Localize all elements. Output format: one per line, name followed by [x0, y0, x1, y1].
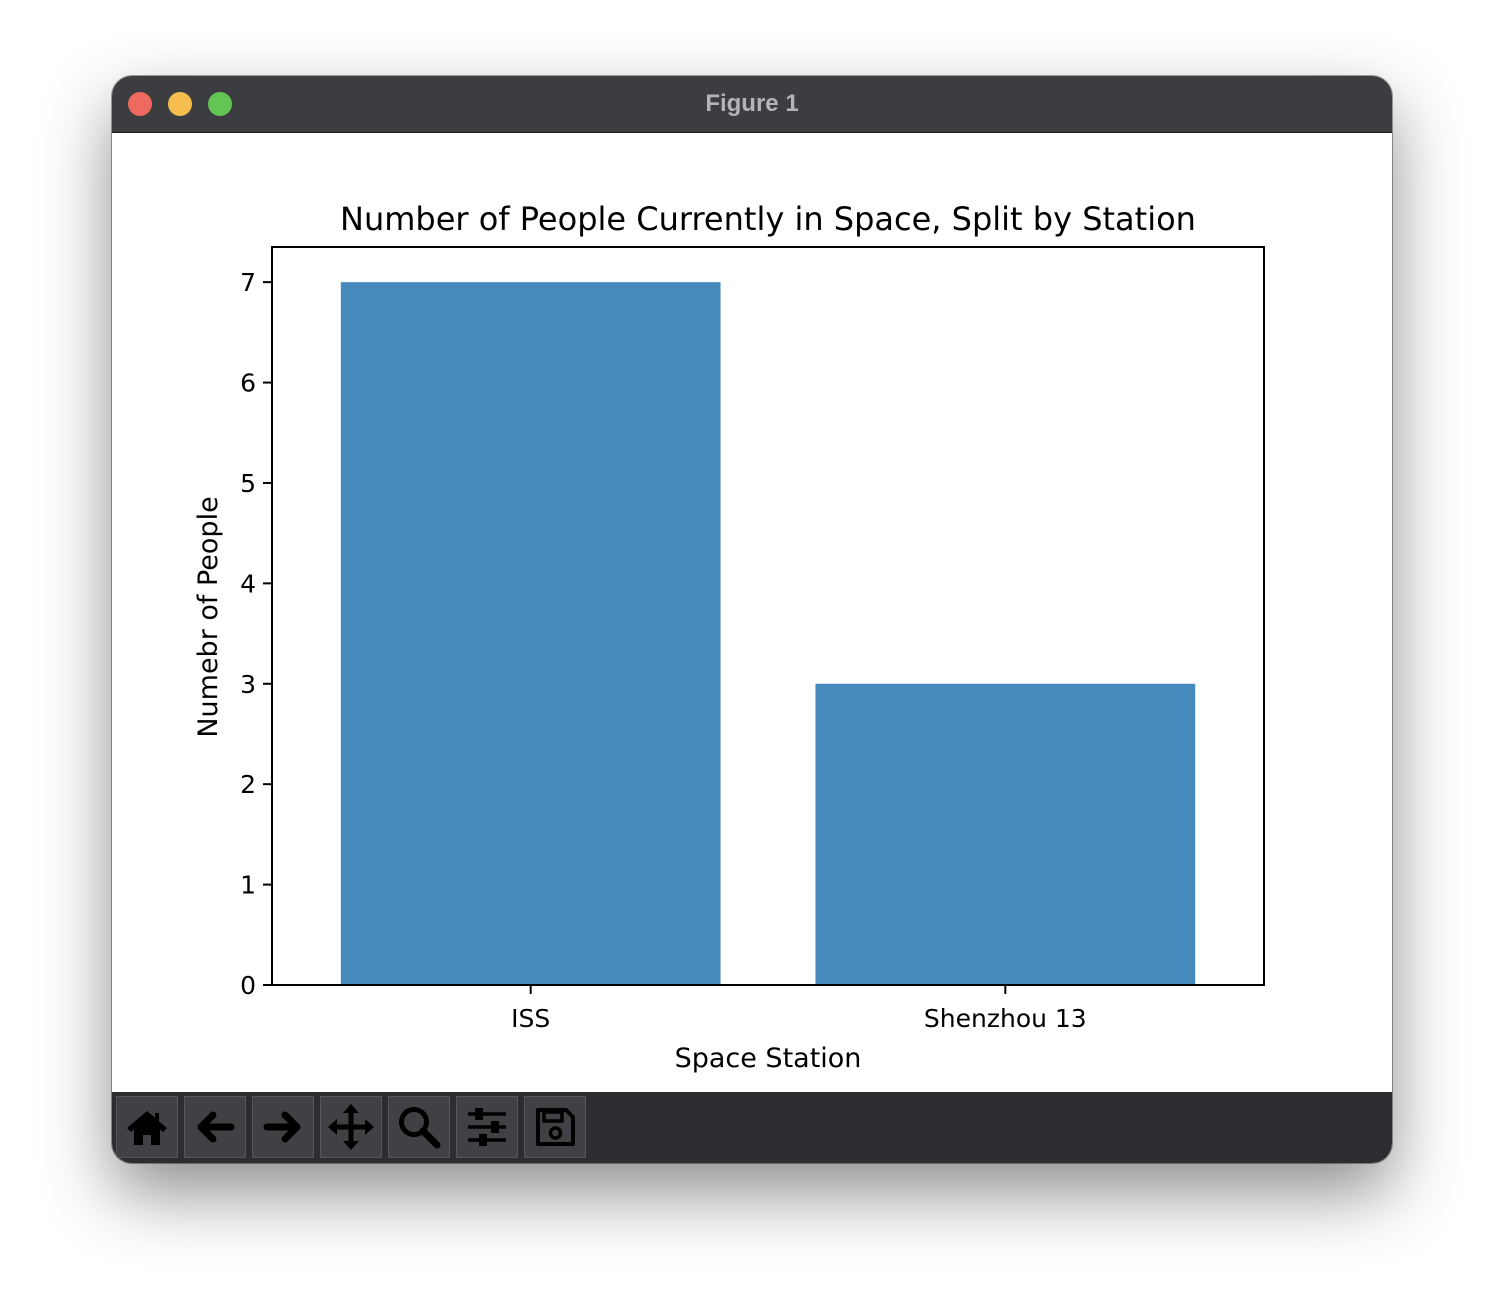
chart-title: Number of People Currently in Space, Spl…	[340, 200, 1196, 238]
y-tick-label: 2	[240, 770, 256, 799]
home-button[interactable]	[116, 1096, 178, 1158]
arrow-left-icon	[197, 1111, 235, 1143]
zoom-button[interactable]	[388, 1096, 450, 1158]
y-tick-label: 3	[240, 670, 256, 699]
y-axis-label: Numebr of People	[193, 496, 224, 737]
home-icon	[127, 1111, 167, 1145]
y-tick-label: 7	[240, 268, 256, 297]
pan-button[interactable]	[320, 1096, 382, 1158]
y-tick-label: 5	[240, 469, 256, 498]
y-axis: 0 1 2 3 4 5 6 7	[240, 268, 272, 1000]
axes-frame	[271, 246, 1265, 986]
navigation-toolbar	[112, 1092, 1392, 1163]
sliders-icon	[468, 1108, 506, 1146]
forward-button[interactable]	[252, 1096, 314, 1158]
x-tick-label: Shenzhou 13	[924, 1004, 1087, 1033]
y-tick-label: 6	[240, 369, 256, 398]
magnifier-icon	[399, 1107, 441, 1149]
configure-subplots-button[interactable]	[456, 1096, 518, 1158]
y-tick-label: 4	[240, 569, 256, 598]
save-button[interactable]	[524, 1096, 586, 1158]
minimize-window-button[interactable]	[168, 92, 192, 116]
figure-canvas[interactable]: Number of People Currently in Space, Spl…	[112, 133, 1392, 1092]
y-tick-label: 1	[240, 871, 256, 900]
move-icon	[328, 1104, 374, 1150]
title-bar[interactable]: Figure 1	[112, 76, 1392, 133]
x-axis-label: Space Station	[675, 1043, 862, 1074]
bars-group	[340, 282, 1196, 986]
x-axis: ISS Shenzhou 13	[511, 985, 1087, 1033]
bar-chart: Number of People Currently in Space, Spl…	[193, 200, 1265, 1074]
arrow-right-icon	[263, 1111, 301, 1143]
y-tick-label: 0	[240, 971, 256, 1000]
bar	[815, 683, 1196, 985]
back-button[interactable]	[184, 1096, 246, 1158]
bar	[340, 282, 721, 986]
floppy-disk-icon	[536, 1108, 575, 1146]
figure-window: Figure 1 Number of People Currently in S…	[112, 76, 1392, 1163]
maximize-window-button[interactable]	[208, 92, 232, 116]
window-title: Figure 1	[705, 90, 799, 117]
x-tick-label: ISS	[511, 1004, 550, 1033]
close-window-button[interactable]	[128, 92, 152, 116]
